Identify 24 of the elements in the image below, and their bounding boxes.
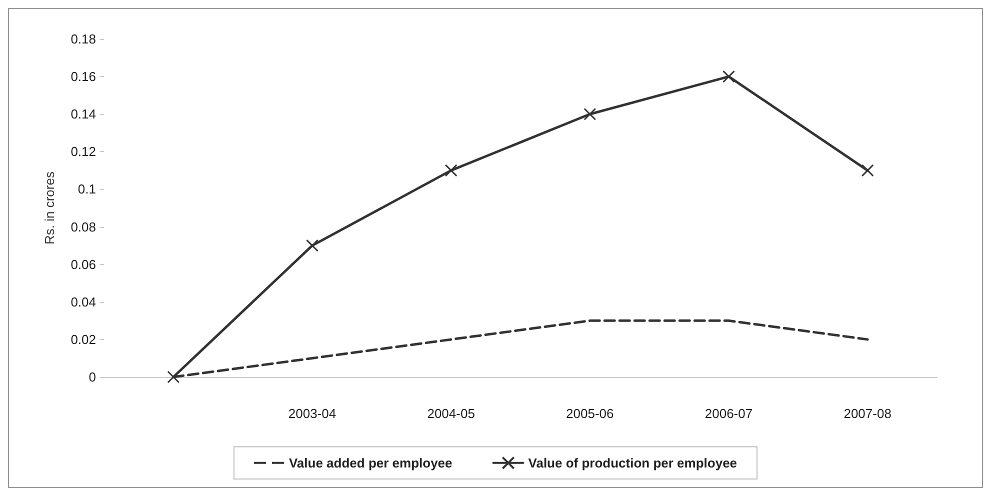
point (167, 370, 180, 384)
point (722, 70, 735, 83)
y-tick-label: 0.02 (70, 332, 96, 347)
y-tick-label: 0.14 (70, 106, 96, 122)
legend-label: Value added per employee (288, 455, 452, 470)
y-tick-label: 0.16 (70, 69, 96, 84)
x-tick-label: 2007-08 (844, 406, 892, 421)
legend-label: Value of production per employee (528, 455, 738, 470)
y-tick-label: 0.12 (70, 144, 96, 160)
point (861, 164, 874, 177)
y-tick-label: 0.08 (70, 219, 96, 234)
y-tick-label: 0.04 (70, 294, 96, 310)
y-tick-label: 0.1 (78, 182, 96, 197)
y-tick-label: 0.18 (70, 32, 96, 46)
x-tick-label: 2003-04 (288, 406, 336, 421)
x-tick-label: 2005-06 (566, 406, 614, 421)
point (444, 164, 458, 177)
y-tick-label: 0.06 (70, 256, 96, 272)
x-tick-label: 2006-07 (704, 406, 753, 421)
point (584, 108, 596, 120)
y-tick-label: 0 (88, 370, 96, 384)
y-axis-title: Rs. in crores (42, 171, 57, 244)
x-tick-label: 2004-05 (427, 406, 475, 421)
point (306, 239, 318, 252)
